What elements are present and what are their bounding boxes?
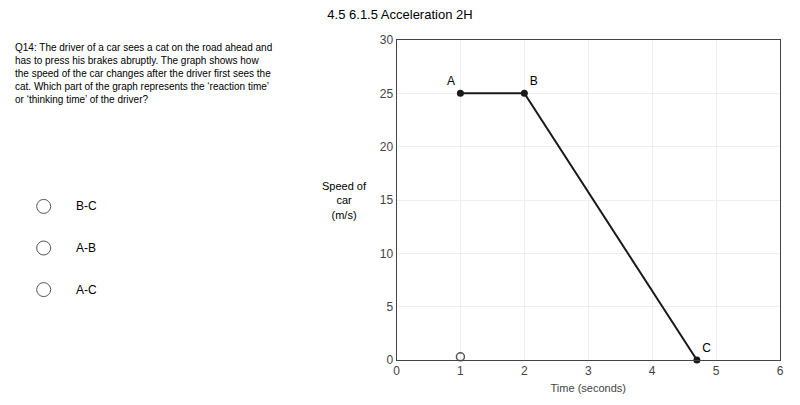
svg-text:3: 3 <box>585 364 592 378</box>
svg-text:0: 0 <box>393 364 400 378</box>
svg-text:15: 15 <box>380 193 394 207</box>
svg-text:5: 5 <box>386 300 393 314</box>
svg-text:Q14: The driver of a car sees: Q14: The driver of a car sees a cat on t… <box>15 42 272 105</box>
svg-text:A-C: A-C <box>76 283 97 297</box>
svg-text:1: 1 <box>457 364 464 378</box>
svg-text:4.5 6.1.5 Acceleration 2H: 4.5 6.1.5 Acceleration 2H <box>327 7 472 22</box>
svg-text:0: 0 <box>386 353 393 367</box>
svg-text:25: 25 <box>380 87 394 101</box>
svg-text:5: 5 <box>713 364 720 378</box>
svg-text:C: C <box>702 341 711 355</box>
svg-text:B-C: B-C <box>76 199 97 213</box>
svg-text:A: A <box>447 74 455 88</box>
svg-text:A-B: A-B <box>76 241 96 255</box>
svg-text:10: 10 <box>380 247 394 261</box>
svg-text:4: 4 <box>649 364 656 378</box>
svg-text:6: 6 <box>777 364 784 378</box>
svg-text:2: 2 <box>521 364 528 378</box>
svg-text:B: B <box>530 74 538 88</box>
svg-text:Speed ofcar(m/s): Speed ofcar(m/s) <box>322 180 367 221</box>
svg-text:30: 30 <box>380 33 394 47</box>
svg-text:Time (seconds): Time (seconds) <box>551 382 626 394</box>
svg-text:20: 20 <box>380 140 394 154</box>
